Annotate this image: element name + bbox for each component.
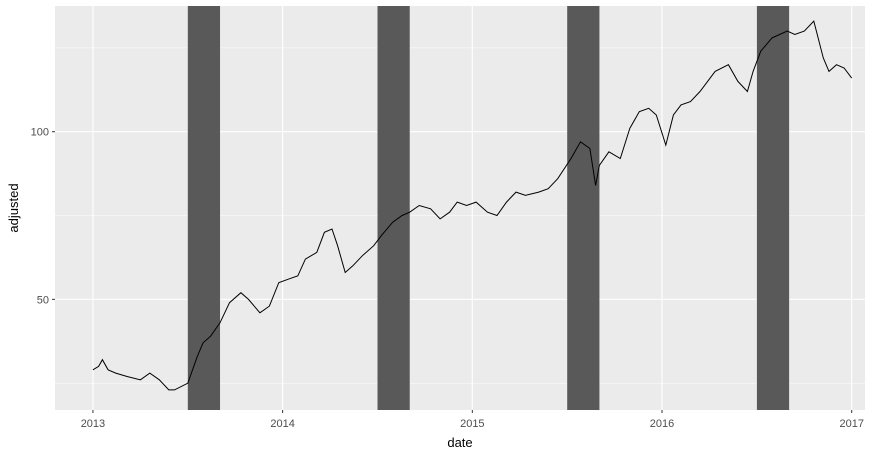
x-tick-label: 2013 bbox=[81, 418, 105, 430]
shaded-band bbox=[377, 6, 410, 410]
x-axis-ticks: 2013 2014 2015 2016 2017 bbox=[81, 410, 864, 430]
x-tick-label: 2016 bbox=[650, 418, 674, 430]
shaded-band bbox=[567, 6, 600, 410]
x-tick-label: 2015 bbox=[460, 418, 484, 430]
x-tick-label: 2014 bbox=[270, 418, 294, 430]
shaded-bands bbox=[187, 6, 790, 410]
shaded-band bbox=[187, 6, 221, 410]
x-axis-title: date bbox=[447, 435, 472, 450]
y-tick-label: 100 bbox=[31, 127, 49, 139]
y-axis-ticks: 50 100 bbox=[31, 127, 55, 306]
panel-background bbox=[55, 6, 865, 410]
series-line bbox=[92, 20, 853, 391]
y-tick-label: 50 bbox=[37, 294, 49, 306]
y-axis-title: adjusted bbox=[6, 183, 21, 232]
shaded-band bbox=[756, 6, 790, 410]
x-tick-label: 2017 bbox=[839, 418, 863, 430]
